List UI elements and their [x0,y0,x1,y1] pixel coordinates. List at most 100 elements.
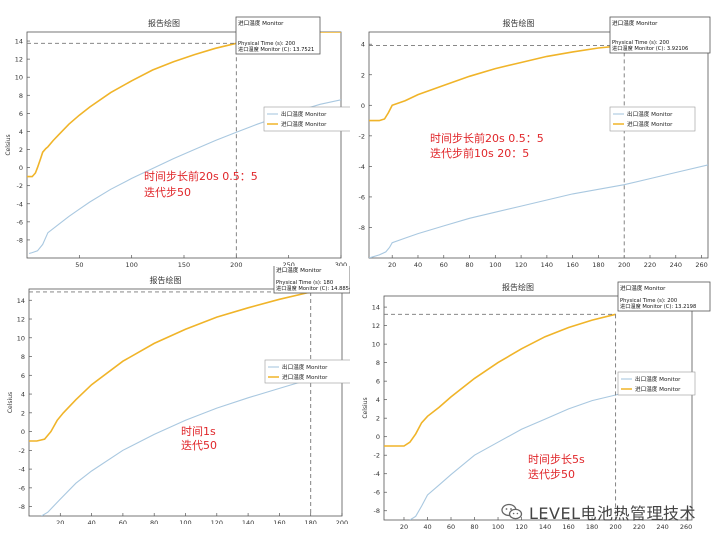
annotation-text: 迭代步50 [528,468,575,481]
chart-title: 报告绘图 [502,282,534,292]
series-line-outlet [41,369,342,516]
y-tick-label: 12 [15,56,23,64]
y-tick-label: -2 [19,447,25,455]
y-tick-label: 14 [17,297,25,305]
x-tick-label: 300 [335,261,347,267]
y-tick-label: 2 [21,409,25,417]
x-tick-label: 80 [465,261,473,267]
y-tick-label: -2 [359,132,365,140]
x-tick-label: 240 [656,523,668,530]
x-tick-label: 120 [515,523,527,530]
x-tick-label: 180 [586,523,598,530]
chart-svg-1: 报告绘图 -8 -6 -4 -2 0 2 4 6 8 10 12 14 50 100 150 200 250 300… [5,16,358,279]
series-line-inlet [29,289,342,442]
x-tick-label: 180 [304,519,316,524]
plot-frame [26,31,342,259]
x-tick-label: 140 [539,523,551,530]
y-tick-label: -8 [359,224,365,232]
tooltip-value: 进口温度 Monitor (C): 14.8854 [276,284,350,292]
y-tick-label: -8 [19,503,25,511]
annotation-text: 迭代步前10s 20：5 [430,146,529,160]
tooltip-time: Physical Time (s): 200 [620,298,677,304]
y-tick-label: -8 [374,507,380,515]
x-tick-label: 150 [178,261,190,267]
plot-frame [28,288,343,517]
legend-label: 进口温度 Monitor [281,120,327,128]
tooltip-time: Physical Time (s): 180 [276,280,333,286]
x-tick-label: 40 [423,523,431,530]
plot-frame [383,295,693,521]
x-tick-label: 80 [150,519,158,524]
watermark-text: LEVEL电池热管理技术 [529,504,696,523]
x-tick-label: 200 [336,519,348,524]
y-tick-label: -6 [17,218,23,226]
y-axis-label: Celsius [352,134,354,155]
y-tick-label: 4 [376,396,380,404]
chart-svg-3: 报告绘图 -8 -6 -4 -2 0 2 4 6 8 10 12 14 20 40 60 80 100 120 140… [7,263,353,537]
y-tick-label: 4 [21,391,25,399]
legend-label: 出口温度 Monitor [281,110,327,118]
legend-label: 进口温度 Monitor [282,373,328,381]
y-tick-label: -6 [374,489,380,497]
x-tick-label: 140 [541,261,553,267]
tooltip-title: 进口温度 Monitor [238,19,284,27]
legend: 出口温度 Monitor 进口温度 Monitor [617,371,696,396]
y-tick-label: 10 [15,74,23,82]
y-tick-label: 0 [376,433,380,441]
y-tick-label: 10 [372,341,380,349]
series-line-inlet [384,313,616,447]
legend-label: 出口温度 Monitor [627,110,673,118]
y-tick-label: -2 [17,182,23,190]
legend: 出口温度 Monitor 进口温度 Monitor [264,359,352,384]
annotation-text: 迭代步50 [144,186,191,199]
chart-svg-2: 报告绘图 -8 -6 -4 -2 0 2 4 20 40 60 80 100 120 140 160 180 20… [347,16,711,279]
annotation-text: 时间步长前20s 0.5：5 [430,131,544,145]
x-tick-label: 20 [388,261,396,267]
x-tick-label: 100 [489,261,501,267]
wechat-icon [501,503,523,521]
x-tick-label: 250 [282,261,294,267]
x-tick-label: 60 [119,519,127,524]
x-tick-label: 220 [644,261,656,267]
chart-panel-2: 报告绘图 -8 -6 -4 -2 0 2 4 20 40 60 80 100 120 140 160 180 20… [347,12,712,279]
chart-panel-4: 报告绘图 -8 -6 -4 -2 0 2 4 6 8 10 12 14 20 40 60 80 100 120 140… [352,275,712,541]
y-tick-label: 14 [372,304,380,312]
x-tick-label: 220 [633,523,645,530]
legend: 出口温度 Monitor 进口温度 Monitor [609,106,696,132]
y-tick-label: 2 [376,415,380,423]
y-tick-label: -4 [19,466,25,474]
x-tick-label: 40 [414,261,422,267]
series-line-outlet [409,375,692,520]
x-tick-label: 160 [273,519,285,524]
chart-title: 报告绘图 [503,18,535,28]
y-axis-label: Celsius [7,392,14,413]
chart-svg-4: 报告绘图 -8 -6 -4 -2 0 2 4 6 8 10 12 14 20 40 60 80 100 120 140… [362,281,711,541]
y-tick-label: 8 [376,359,380,367]
x-tick-label: 260 [695,261,707,267]
chart-title: 报告绘图 [148,18,180,28]
y-tick-label: 6 [376,378,380,386]
x-tick-label: 200 [230,261,242,267]
x-tick-label: 60 [447,523,455,530]
legend-label: 出口温度 Monitor [635,375,681,383]
x-tick-label: 80 [470,523,478,530]
series-line-outlet [369,164,708,258]
x-tick-label: 140 [242,519,254,524]
x-tick-label: 40 [87,519,95,524]
y-tick-label: -4 [359,163,365,171]
x-tick-label: 50 [75,261,83,267]
y-tick-label: -4 [374,470,380,478]
x-tick-label: 60 [440,261,448,267]
x-tick-label: 20 [56,519,64,524]
tooltip-value: 进口温度 Monitor (C): 13.7521 [238,45,314,53]
y-tick-label: -4 [17,200,23,208]
y-axis-label: Celsius [362,397,369,418]
tooltip-time: Physical Time (s): 200 [612,40,669,46]
y-tick-label: -6 [19,484,25,492]
x-tick-label: 100 [179,519,191,524]
y-tick-label: 6 [19,110,23,118]
y-tick-label: 4 [19,128,23,136]
y-tick-label: 10 [17,334,25,342]
